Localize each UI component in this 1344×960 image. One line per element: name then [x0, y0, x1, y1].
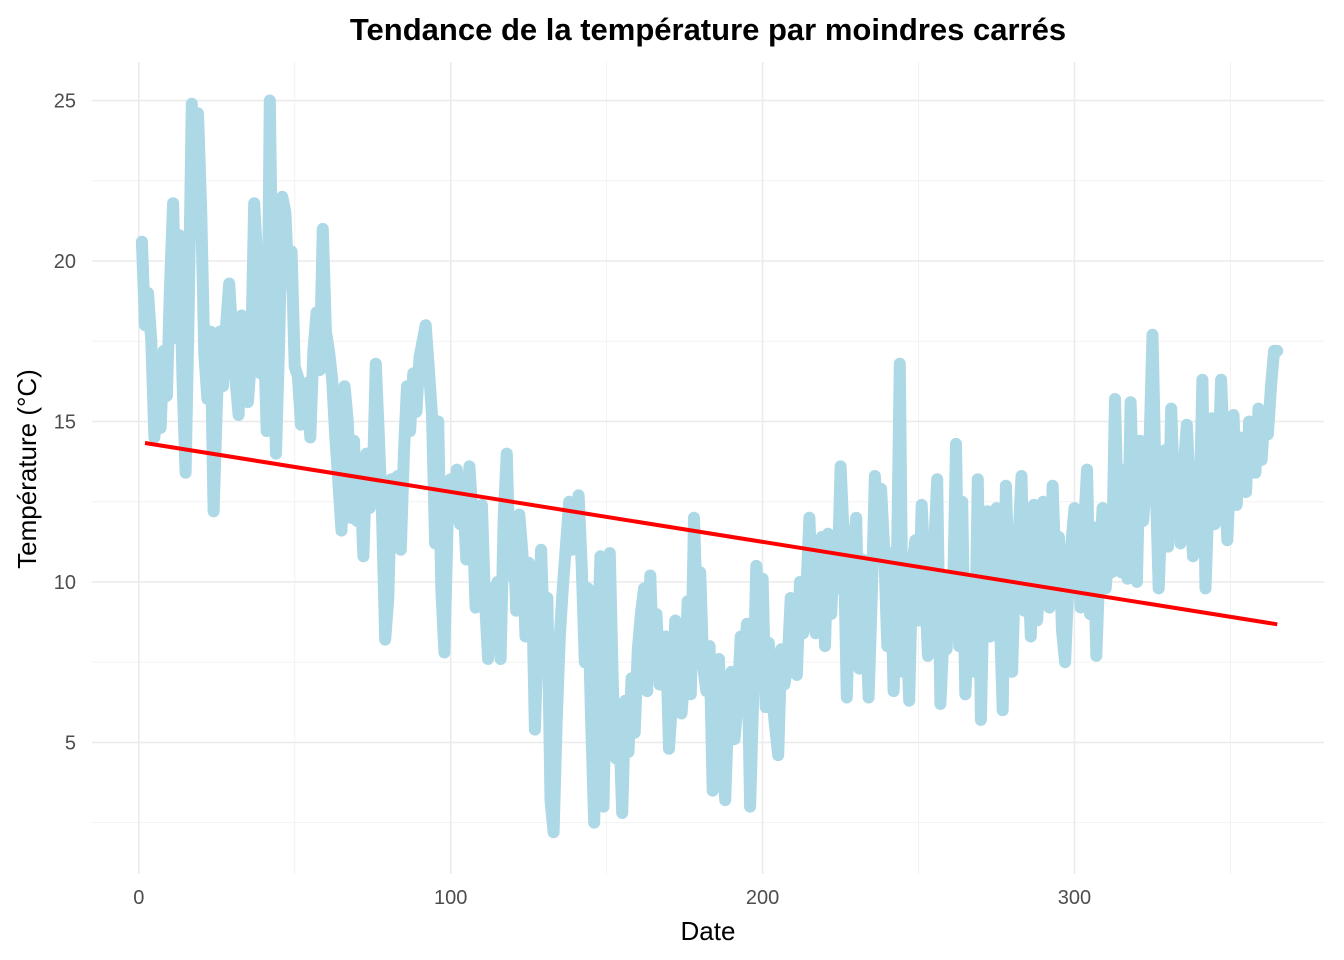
least-squares-trend-line: [144, 440, 1278, 627]
temperature-series: [135, 94, 1284, 839]
y-axis-title: Température (°C): [12, 369, 42, 569]
x-axis-title: Date: [681, 916, 736, 946]
chart-title: Tendance de la température par moindres …: [350, 12, 1066, 47]
y-tick-label: 25: [54, 91, 76, 113]
y-tick-label: 20: [54, 251, 76, 273]
temperature-line: [135, 94, 1284, 839]
y-tick-label: 10: [54, 572, 76, 594]
y-tick-label: 15: [54, 411, 76, 433]
y-axis-ticks: 5 10 15 20 25: [54, 91, 76, 755]
trend-series: [144, 440, 1278, 627]
x-axis-ticks: 0 100 200 300: [133, 887, 1091, 909]
x-tick-label: 0: [133, 887, 144, 909]
y-tick-label: 5: [65, 732, 76, 754]
x-tick-label: 300: [1058, 887, 1091, 909]
x-tick-label: 200: [746, 887, 779, 909]
x-tick-label: 100: [434, 887, 467, 909]
